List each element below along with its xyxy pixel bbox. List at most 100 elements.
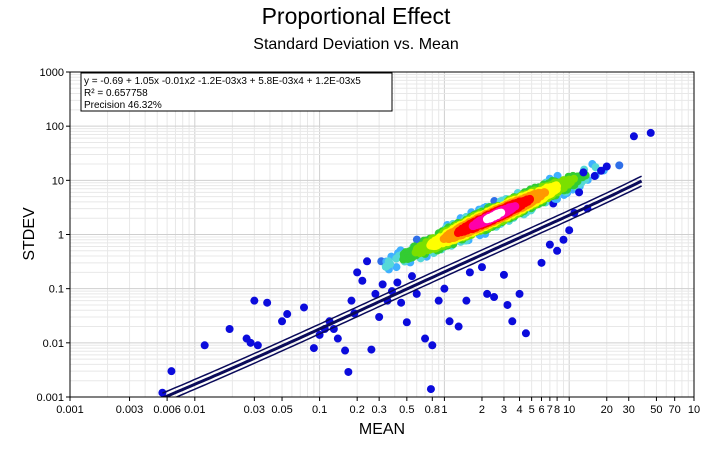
x-tick-label: 4	[516, 404, 522, 416]
data-point	[263, 298, 272, 307]
data-point	[454, 322, 463, 331]
x-tick-label: 0.3	[371, 404, 386, 416]
data-point	[300, 303, 309, 312]
x-tick-label: 3	[501, 404, 507, 416]
data-point	[508, 317, 517, 326]
legend-box	[80, 72, 393, 112]
data-point	[200, 341, 209, 350]
data-point	[465, 268, 474, 277]
x-tick-label: 0.03	[244, 404, 265, 416]
x-tick-label: 10	[688, 404, 700, 416]
y-tick-label: 0.001	[36, 392, 64, 404]
x-tick-label: 0.8	[425, 404, 440, 416]
fit-lower-bound	[174, 185, 642, 397]
data-point	[499, 270, 508, 279]
data-point	[565, 226, 574, 235]
x-tick-label: 0.006	[153, 404, 181, 416]
data-point	[225, 325, 234, 334]
x-tick-label: 20	[601, 404, 613, 416]
x-tick-label: 1	[441, 404, 447, 416]
data-point	[629, 132, 638, 141]
x-tick-label: 6	[538, 404, 544, 416]
data-point	[283, 310, 292, 319]
data-point	[597, 166, 606, 175]
data-point	[344, 367, 353, 376]
x-tick-label: 10	[563, 404, 575, 416]
data-point	[278, 317, 287, 326]
data-point	[375, 312, 384, 321]
y-tick-label: 1000	[40, 67, 64, 79]
data-point	[545, 240, 554, 249]
data-point	[445, 317, 454, 326]
data-point	[378, 280, 387, 289]
data-point	[579, 168, 588, 177]
x-tick-label: 0.2	[350, 404, 365, 416]
gridlines	[69, 72, 694, 398]
data-point	[347, 296, 356, 305]
x-tick-label: 7	[547, 404, 553, 416]
data-point	[309, 344, 318, 353]
data-point	[575, 188, 584, 197]
data-point	[246, 338, 255, 347]
data-point	[434, 296, 443, 305]
density-point	[386, 260, 395, 269]
data-point	[167, 367, 176, 376]
data-point	[428, 341, 437, 350]
data-point	[421, 334, 430, 343]
equation-legend: y = -0.69 + 1.05x -0.01x2 -1.2E-03x3 + 5…	[80, 72, 393, 112]
density-point	[392, 263, 401, 272]
data-point	[537, 258, 546, 267]
x-tick-label: 70	[669, 404, 681, 416]
x-tick-label: 0.003	[116, 404, 144, 416]
x-tick-label: 0.5	[399, 404, 414, 416]
legend-equation: y = -0.69 + 1.05x -0.01x2 -1.2E-03x3 + 5…	[84, 76, 361, 87]
data-point	[402, 318, 411, 327]
x-axis-label: MEAN	[359, 421, 405, 438]
x-tick-label: 8	[554, 404, 560, 416]
legend-r-squared: R² = 0.657758	[84, 88, 148, 99]
data-point	[393, 278, 402, 287]
data-point	[483, 289, 492, 298]
x-tick-label: 30	[623, 404, 635, 416]
data-point	[397, 298, 406, 307]
data-point	[590, 172, 599, 181]
data-point	[426, 385, 435, 394]
fit-line	[161, 179, 643, 397]
data-point	[353, 268, 362, 277]
data-point	[477, 263, 486, 272]
density-point	[489, 212, 498, 221]
x-tick-label: 0.001	[56, 404, 84, 416]
data-point	[341, 346, 350, 355]
data-point	[371, 289, 380, 298]
scatter-points	[158, 128, 655, 397]
data-point	[333, 334, 342, 343]
density-point	[412, 235, 421, 244]
y-axis-ticks: 0.001 0.01 0.1 1 10 100 1000	[36, 67, 70, 404]
y-tick-label: 0.1	[49, 284, 64, 296]
x-tick-label: 50	[650, 404, 662, 416]
x-tick-label: 0.05	[271, 404, 292, 416]
x-tick-label: 5	[529, 404, 535, 416]
y-tick-label: 0.01	[43, 338, 64, 350]
y-tick-label: 100	[46, 121, 64, 133]
y-axis-label: STDEV	[21, 207, 38, 261]
y-tick-label: 10	[52, 175, 64, 187]
data-point	[250, 296, 259, 305]
fit-upper-bound	[162, 175, 642, 394]
x-tick-label: 2	[479, 404, 485, 416]
data-point	[553, 246, 562, 255]
data-point	[367, 345, 376, 354]
data-point	[253, 341, 262, 350]
data-point	[646, 128, 655, 137]
x-tick-label: 0.1	[312, 404, 327, 416]
data-point	[440, 284, 449, 293]
legend-precision: Precision 46.32%	[84, 100, 162, 111]
data-point	[412, 289, 421, 298]
x-axis-ticks: 0.001 0.003 0.006 0.01 0.03 0.05 0.1 0.2 0.3 0.5 0…	[56, 397, 700, 416]
data-point	[358, 276, 367, 285]
chart-title: Proportional Effect	[261, 3, 451, 29]
data-point	[363, 257, 372, 266]
density-point	[615, 161, 624, 170]
data-point	[462, 296, 471, 305]
